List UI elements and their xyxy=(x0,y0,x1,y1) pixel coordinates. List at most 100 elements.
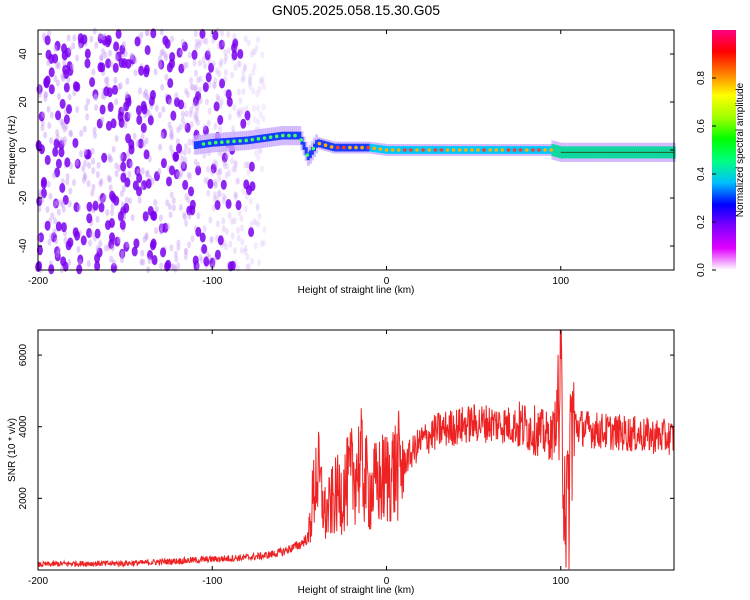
heatmap-cell xyxy=(56,92,61,100)
heatmap-cell xyxy=(260,51,265,59)
heatmap-cell xyxy=(37,232,44,243)
heatmap-cell xyxy=(390,148,395,152)
heatmap-cell xyxy=(212,159,217,167)
heatmap-cell xyxy=(221,152,228,163)
y-tick-label: 6000 xyxy=(18,344,29,367)
heatmap-cell xyxy=(158,59,165,70)
heatmap-cell xyxy=(169,125,174,133)
heatmap-cell xyxy=(202,123,207,131)
heatmap-cell xyxy=(251,48,256,56)
heatmap-cell xyxy=(249,220,254,228)
heatmap-cell xyxy=(165,259,172,270)
heatmap-cell xyxy=(193,30,198,38)
heatmap-cell xyxy=(248,79,253,87)
heatmap-cell xyxy=(547,146,551,154)
heatmap-cell xyxy=(196,76,201,84)
heatmap-cell xyxy=(255,36,260,44)
heatmap-cell xyxy=(175,138,180,146)
heatmap-cell xyxy=(227,169,232,177)
heatmap-cell xyxy=(369,143,373,152)
heatmap-cell xyxy=(55,128,60,136)
heatmap-cell xyxy=(85,149,92,160)
heatmap-cell xyxy=(258,147,263,155)
heatmap-cell xyxy=(126,150,131,158)
heatmap-cell xyxy=(48,192,53,200)
heatmap-cell xyxy=(528,146,532,154)
heatmap-cell xyxy=(206,165,211,173)
heatmap-cell xyxy=(101,152,108,163)
heatmap-cell xyxy=(241,74,246,82)
heatmap-cell xyxy=(160,158,167,169)
heatmap-cell xyxy=(214,200,221,211)
heatmap-cell xyxy=(217,70,222,78)
heatmap-cell xyxy=(194,43,199,51)
heatmap-cell xyxy=(261,103,266,111)
heatmap-cell xyxy=(409,148,413,152)
heatmap-cell xyxy=(123,202,130,213)
heatmap-cell xyxy=(338,143,342,152)
heatmap-cell xyxy=(396,148,401,152)
heatmap-cell xyxy=(85,98,90,106)
heatmap-cell xyxy=(195,119,200,127)
heatmap-cell xyxy=(105,208,110,216)
heatmap-cell xyxy=(95,171,100,179)
heatmap-cell xyxy=(277,132,281,140)
heatmap-cell xyxy=(171,204,176,212)
heatmap-cell xyxy=(86,227,93,238)
heatmap-cell xyxy=(108,176,113,184)
heatmap-cell xyxy=(235,44,240,52)
heatmap-cell xyxy=(213,191,218,199)
heatmap-cell xyxy=(366,145,370,150)
heatmap-cell xyxy=(189,77,194,85)
heatmap-cell xyxy=(497,146,501,154)
heatmap-cell xyxy=(83,159,88,167)
x-tick-label: -100 xyxy=(202,276,222,287)
heatmap-cell xyxy=(193,69,198,77)
heatmap-cell xyxy=(442,146,446,154)
heatmap-cell xyxy=(139,31,144,39)
heatmap-cell xyxy=(84,104,89,112)
heatmap-cell xyxy=(490,146,494,154)
heatmap-cell xyxy=(203,176,208,184)
heatmap-cell xyxy=(92,126,97,134)
heatmap-cell xyxy=(213,181,218,189)
colorbar-tick-label: 0.8 xyxy=(696,71,707,85)
heatmap-cell xyxy=(224,162,229,170)
chart-title: GN05.2025.058.15.30.G05 xyxy=(272,2,440,18)
heatmap-cell xyxy=(382,145,386,154)
heatmap-cell xyxy=(154,227,159,235)
heatmap-cell xyxy=(104,220,111,231)
heatmap-cell xyxy=(232,217,237,225)
heatmap-cell xyxy=(350,143,354,152)
heatmap-cell xyxy=(243,35,248,43)
heatmap-cell xyxy=(166,222,171,230)
heatmap-cell xyxy=(245,161,250,169)
heatmap-cell xyxy=(215,93,220,101)
heatmap-cell xyxy=(461,146,465,154)
heatmap-cell xyxy=(400,146,404,154)
heatmap-cell xyxy=(455,146,459,154)
heatmap-cell xyxy=(221,225,226,233)
heatmap-cell xyxy=(245,263,250,271)
heatmap-cell xyxy=(181,41,188,52)
heatmap-cell xyxy=(141,104,148,115)
heatmap-cell xyxy=(183,253,188,261)
heatmap-cell xyxy=(233,191,238,199)
heatmap-cell xyxy=(243,244,248,252)
heatmap-cell xyxy=(123,121,128,129)
heatmap-cell xyxy=(72,81,79,92)
heatmap-cell xyxy=(240,118,247,129)
heatmap-cell xyxy=(97,32,102,40)
heatmap-cell xyxy=(91,68,96,76)
heatmap-cell xyxy=(223,57,228,65)
heatmap-cell xyxy=(199,256,204,264)
heatmap-cell xyxy=(249,181,256,192)
heatmap-cell xyxy=(43,95,48,103)
heatmap-cell xyxy=(173,250,178,258)
heatmap-cell xyxy=(198,254,203,262)
heatmap-cell xyxy=(143,149,150,160)
heatmap-cell xyxy=(176,262,181,270)
heatmap-cell xyxy=(81,176,86,184)
heatmap-cell xyxy=(114,162,119,170)
heatmap-cell xyxy=(132,132,137,140)
